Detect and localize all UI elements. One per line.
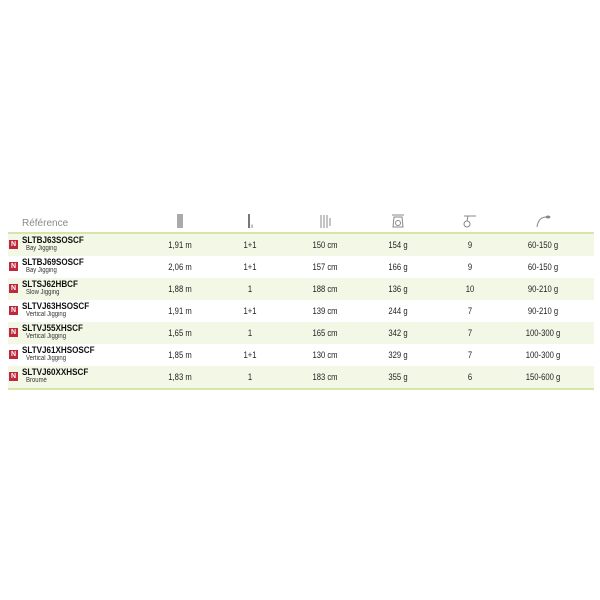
transport-length: 188 cm	[312, 284, 338, 294]
transport-length: 157 cm	[312, 262, 338, 272]
rod-length: 2,06 m	[168, 262, 192, 272]
transport-length: 183 cm	[312, 372, 338, 382]
rod-weight: 355 g	[388, 372, 408, 382]
product-code: SLTVJ61XHSOSCF	[22, 345, 95, 356]
weight-icon	[390, 214, 406, 228]
rings-icon	[462, 214, 478, 228]
rod-weight: 136 g	[388, 284, 408, 294]
table-row: N SLTSJ62HBCF Slow Jigging 1,88 m 1 188 …	[8, 278, 594, 300]
product-type: Vertical Jigging	[26, 333, 67, 340]
sections: 1+1	[243, 306, 257, 316]
rings-count: 6	[467, 372, 473, 382]
spec-table: Référence x N SLTBJ63SOSCF Bay Jigging 1…	[8, 212, 594, 390]
rod-length: 1,91 m	[168, 306, 192, 316]
sections: 1	[247, 372, 253, 382]
product-code: SLTVJ55XHSCF	[22, 323, 83, 334]
rod-weight: 166 g	[388, 262, 408, 272]
transport-length: 165 cm	[312, 328, 338, 338]
new-badge: N	[9, 328, 18, 337]
table-row: N SLTBJ69SOSCF Bay Jigging 2,06 m 1+1 15…	[8, 256, 594, 278]
transport-length: 150 cm	[312, 240, 338, 250]
product-type: Vertical Jigging	[26, 355, 67, 362]
rod-length: 1,91 m	[168, 240, 192, 250]
rod-length: 1,88 m	[168, 284, 192, 294]
rod-weight: 244 g	[388, 306, 408, 316]
table-row: N SLTVJ63HSOSCF Vertical Jigging 1,91 m …	[8, 300, 594, 322]
product-type: Bay Jigging	[26, 267, 57, 274]
lure-weight: 100-300 g	[525, 350, 561, 360]
lure-weight-icon	[535, 214, 551, 228]
new-badge: N	[9, 240, 18, 249]
new-badge: N	[9, 262, 18, 271]
product-code: SLTVJ63HSOSCF	[22, 301, 90, 312]
new-badge: N	[9, 306, 18, 315]
product-type: Broumé	[26, 377, 47, 384]
rod-length-icon	[172, 214, 188, 228]
rings-count: 7	[467, 350, 473, 360]
table-header: Référence x	[8, 212, 594, 234]
lure-weight: 150-600 g	[525, 372, 561, 382]
table-footer-line	[8, 388, 594, 390]
sections: 1	[247, 328, 253, 338]
sections: 1+1	[243, 350, 257, 360]
new-badge: N	[9, 284, 18, 293]
reference-header: Référence	[22, 218, 69, 229]
new-badge: N	[9, 350, 18, 359]
table-row: N SLTVJ60XXHSCF Broumé 1,83 m 1 183 cm 3…	[8, 366, 594, 388]
table-row: N SLTVJ55XHSCF Vertical Jigging 1,65 m 1…	[8, 322, 594, 344]
rod-length: 1,85 m	[168, 350, 192, 360]
rod-weight: 329 g	[388, 350, 408, 360]
lure-weight: 100-300 g	[525, 328, 561, 338]
sections: 1+1	[243, 240, 257, 250]
sections: 1+1	[243, 262, 257, 272]
lure-weight: 90-210 g	[527, 306, 559, 316]
rings-count: 7	[467, 328, 473, 338]
product-code: SLTBJ63SOSCF	[22, 235, 84, 246]
transport-length: 139 cm	[312, 306, 338, 316]
sections-icon: x	[242, 214, 258, 230]
rod-weight: 342 g	[388, 328, 408, 338]
product-type: Slow Jigging	[26, 289, 60, 296]
product-type: Bay Jigging	[26, 245, 57, 252]
transport-length-icon	[317, 214, 333, 228]
rings-count: 10	[465, 284, 475, 294]
product-code: SLTBJ69SOSCF	[22, 257, 84, 268]
sections: 1	[247, 284, 253, 294]
rings-count: 9	[467, 262, 473, 272]
table-row: N SLTBJ63SOSCF Bay Jigging 1,91 m 1+1 15…	[8, 234, 594, 256]
rod-length: 1,83 m	[168, 372, 192, 382]
lure-weight: 60-150 g	[527, 262, 559, 272]
rings-count: 7	[467, 306, 473, 316]
product-type: Vertical Jigging	[26, 311, 67, 318]
new-badge: N	[9, 372, 18, 381]
table-row: N SLTVJ61XHSOSCF Vertical Jigging 1,85 m…	[8, 344, 594, 366]
lure-weight: 90-210 g	[527, 284, 559, 294]
lure-weight: 60-150 g	[527, 240, 559, 250]
rod-length: 1,65 m	[168, 328, 192, 338]
product-code: SLTVJ60XXHSCF	[22, 367, 89, 378]
rings-count: 9	[467, 240, 473, 250]
product-code: SLTSJ62HBCF	[22, 279, 78, 290]
transport-length: 130 cm	[312, 350, 338, 360]
rod-weight: 154 g	[388, 240, 408, 250]
